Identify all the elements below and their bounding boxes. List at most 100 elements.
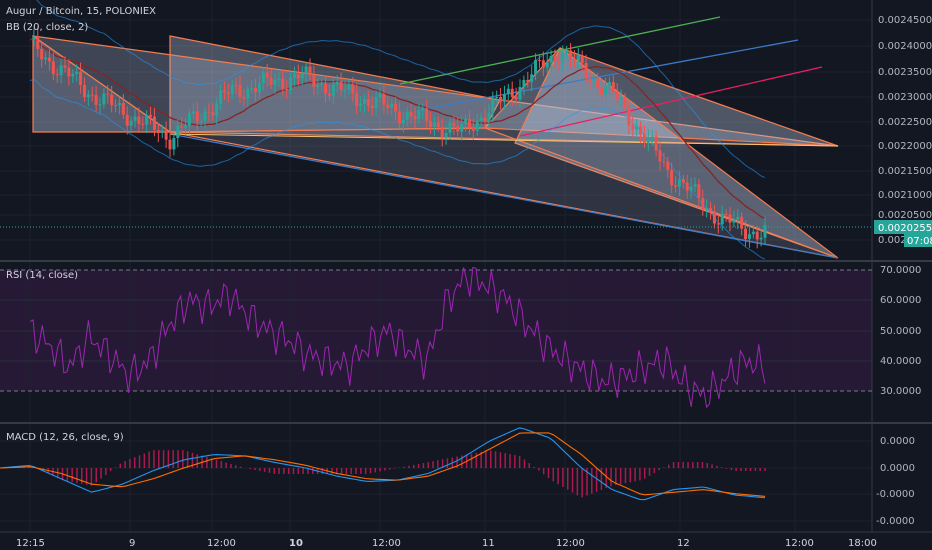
- countdown-value: 07:08: [907, 236, 932, 247]
- candle-body: [499, 97, 503, 102]
- rsi-pane[interactable]: [0, 262, 872, 422]
- candle-body: [650, 136, 654, 138]
- candle-body: [475, 120, 479, 131]
- candle-body: [623, 97, 627, 108]
- candle-body: [269, 77, 273, 85]
- candle-body: [740, 216, 744, 229]
- time-label: 9: [129, 538, 135, 549]
- candle-body: [697, 184, 701, 199]
- candle-body: [184, 125, 188, 128]
- candle-body: [674, 185, 678, 187]
- symbol-title[interactable]: Augur / Bitcoin, 15, POLONIEX: [6, 6, 157, 17]
- candle-body: [145, 114, 149, 125]
- bb-legend[interactable]: BB (20, close, 2): [6, 22, 89, 33]
- candle-body: [172, 138, 176, 150]
- candle-body: [705, 208, 709, 210]
- candle-body: [59, 65, 63, 75]
- candle-body: [712, 211, 716, 224]
- candle-body: [133, 116, 137, 121]
- candle-body: [444, 132, 448, 138]
- macd-axis[interactable]: 0.0000 0.0000 -0.0000 -0.0000: [876, 436, 915, 527]
- time-label: 12:15: [16, 538, 45, 549]
- candle-body: [211, 112, 215, 116]
- candle-body: [460, 123, 464, 132]
- candle-body: [413, 116, 417, 120]
- rsi-tick: 50.0000: [880, 326, 921, 337]
- candle-body: [425, 108, 429, 121]
- candle-body: [670, 169, 674, 186]
- candle-body: [561, 53, 565, 64]
- candle-body: [615, 92, 619, 99]
- candle-body: [611, 82, 615, 93]
- candle-body: [569, 50, 573, 60]
- rsi-tick: 40.0000: [880, 356, 921, 367]
- candle-body: [32, 36, 36, 41]
- time-axis[interactable]: 12:15 9 12:00 10 12:00 11 12:00 12 12:00…: [16, 538, 877, 549]
- trend-line-red: [519, 66, 823, 137]
- candle-body: [557, 61, 561, 64]
- candle-body: [219, 90, 223, 104]
- candle-body: [261, 72, 265, 84]
- candle-body: [359, 103, 363, 107]
- candle-body: [203, 111, 207, 121]
- candle-body: [596, 78, 600, 88]
- candle-body: [324, 83, 328, 94]
- macd-legend[interactable]: MACD (12, 26, close, 9): [6, 432, 124, 443]
- candle-body: [67, 67, 71, 77]
- candle-body: [94, 94, 98, 105]
- candle-body: [631, 125, 635, 130]
- candlestick-series[interactable]: [32, 27, 767, 249]
- candle-body: [347, 84, 351, 90]
- candle-body: [522, 79, 526, 87]
- candle-body: [588, 78, 592, 82]
- candle-body: [440, 127, 444, 138]
- candle-body: [129, 120, 133, 126]
- candle-body: [759, 237, 763, 240]
- candle-body: [401, 119, 405, 124]
- candle-body: [452, 122, 456, 127]
- candle-body: [195, 111, 199, 122]
- candle-body: [728, 214, 732, 223]
- candle-body: [222, 90, 226, 93]
- rsi-axis[interactable]: 70.0000 60.0000 50.0000 40.0000 30.0000: [880, 265, 921, 397]
- candle-body: [292, 73, 296, 78]
- rsi-legend[interactable]: RSI (14, close): [6, 270, 79, 281]
- candle-body: [576, 55, 580, 61]
- candle-body: [421, 108, 425, 111]
- harmonic-pattern-drawing[interactable]: [32, 34, 839, 259]
- candle-body: [246, 88, 250, 99]
- candle-body: [487, 112, 491, 122]
- candle-body: [514, 96, 518, 100]
- candle-body: [545, 62, 549, 68]
- candle-body: [483, 117, 487, 122]
- candle-body: [242, 96, 246, 99]
- candle-body: [658, 150, 662, 162]
- candle-body: [156, 129, 160, 133]
- time-label: 12:00: [556, 538, 585, 549]
- candle-body: [689, 186, 693, 191]
- candle-body: [709, 208, 713, 212]
- candle-body: [168, 139, 172, 150]
- candle-body: [495, 97, 499, 99]
- macd-indicator: [0, 427, 766, 501]
- candle-body: [47, 57, 51, 62]
- candle-body: [580, 55, 584, 64]
- candle-body: [724, 213, 728, 215]
- candle-body: [394, 103, 398, 112]
- bb-upper: [35, 0, 766, 179]
- candle-body: [86, 94, 90, 98]
- candle-body: [71, 73, 75, 77]
- trend-lines[interactable]: [169, 16, 839, 259]
- candle-body: [366, 99, 370, 106]
- candle-body: [63, 65, 67, 68]
- candle-body: [40, 48, 44, 60]
- rsi-tick: 70.0000: [880, 265, 921, 276]
- macd-pane[interactable]: [0, 424, 872, 532]
